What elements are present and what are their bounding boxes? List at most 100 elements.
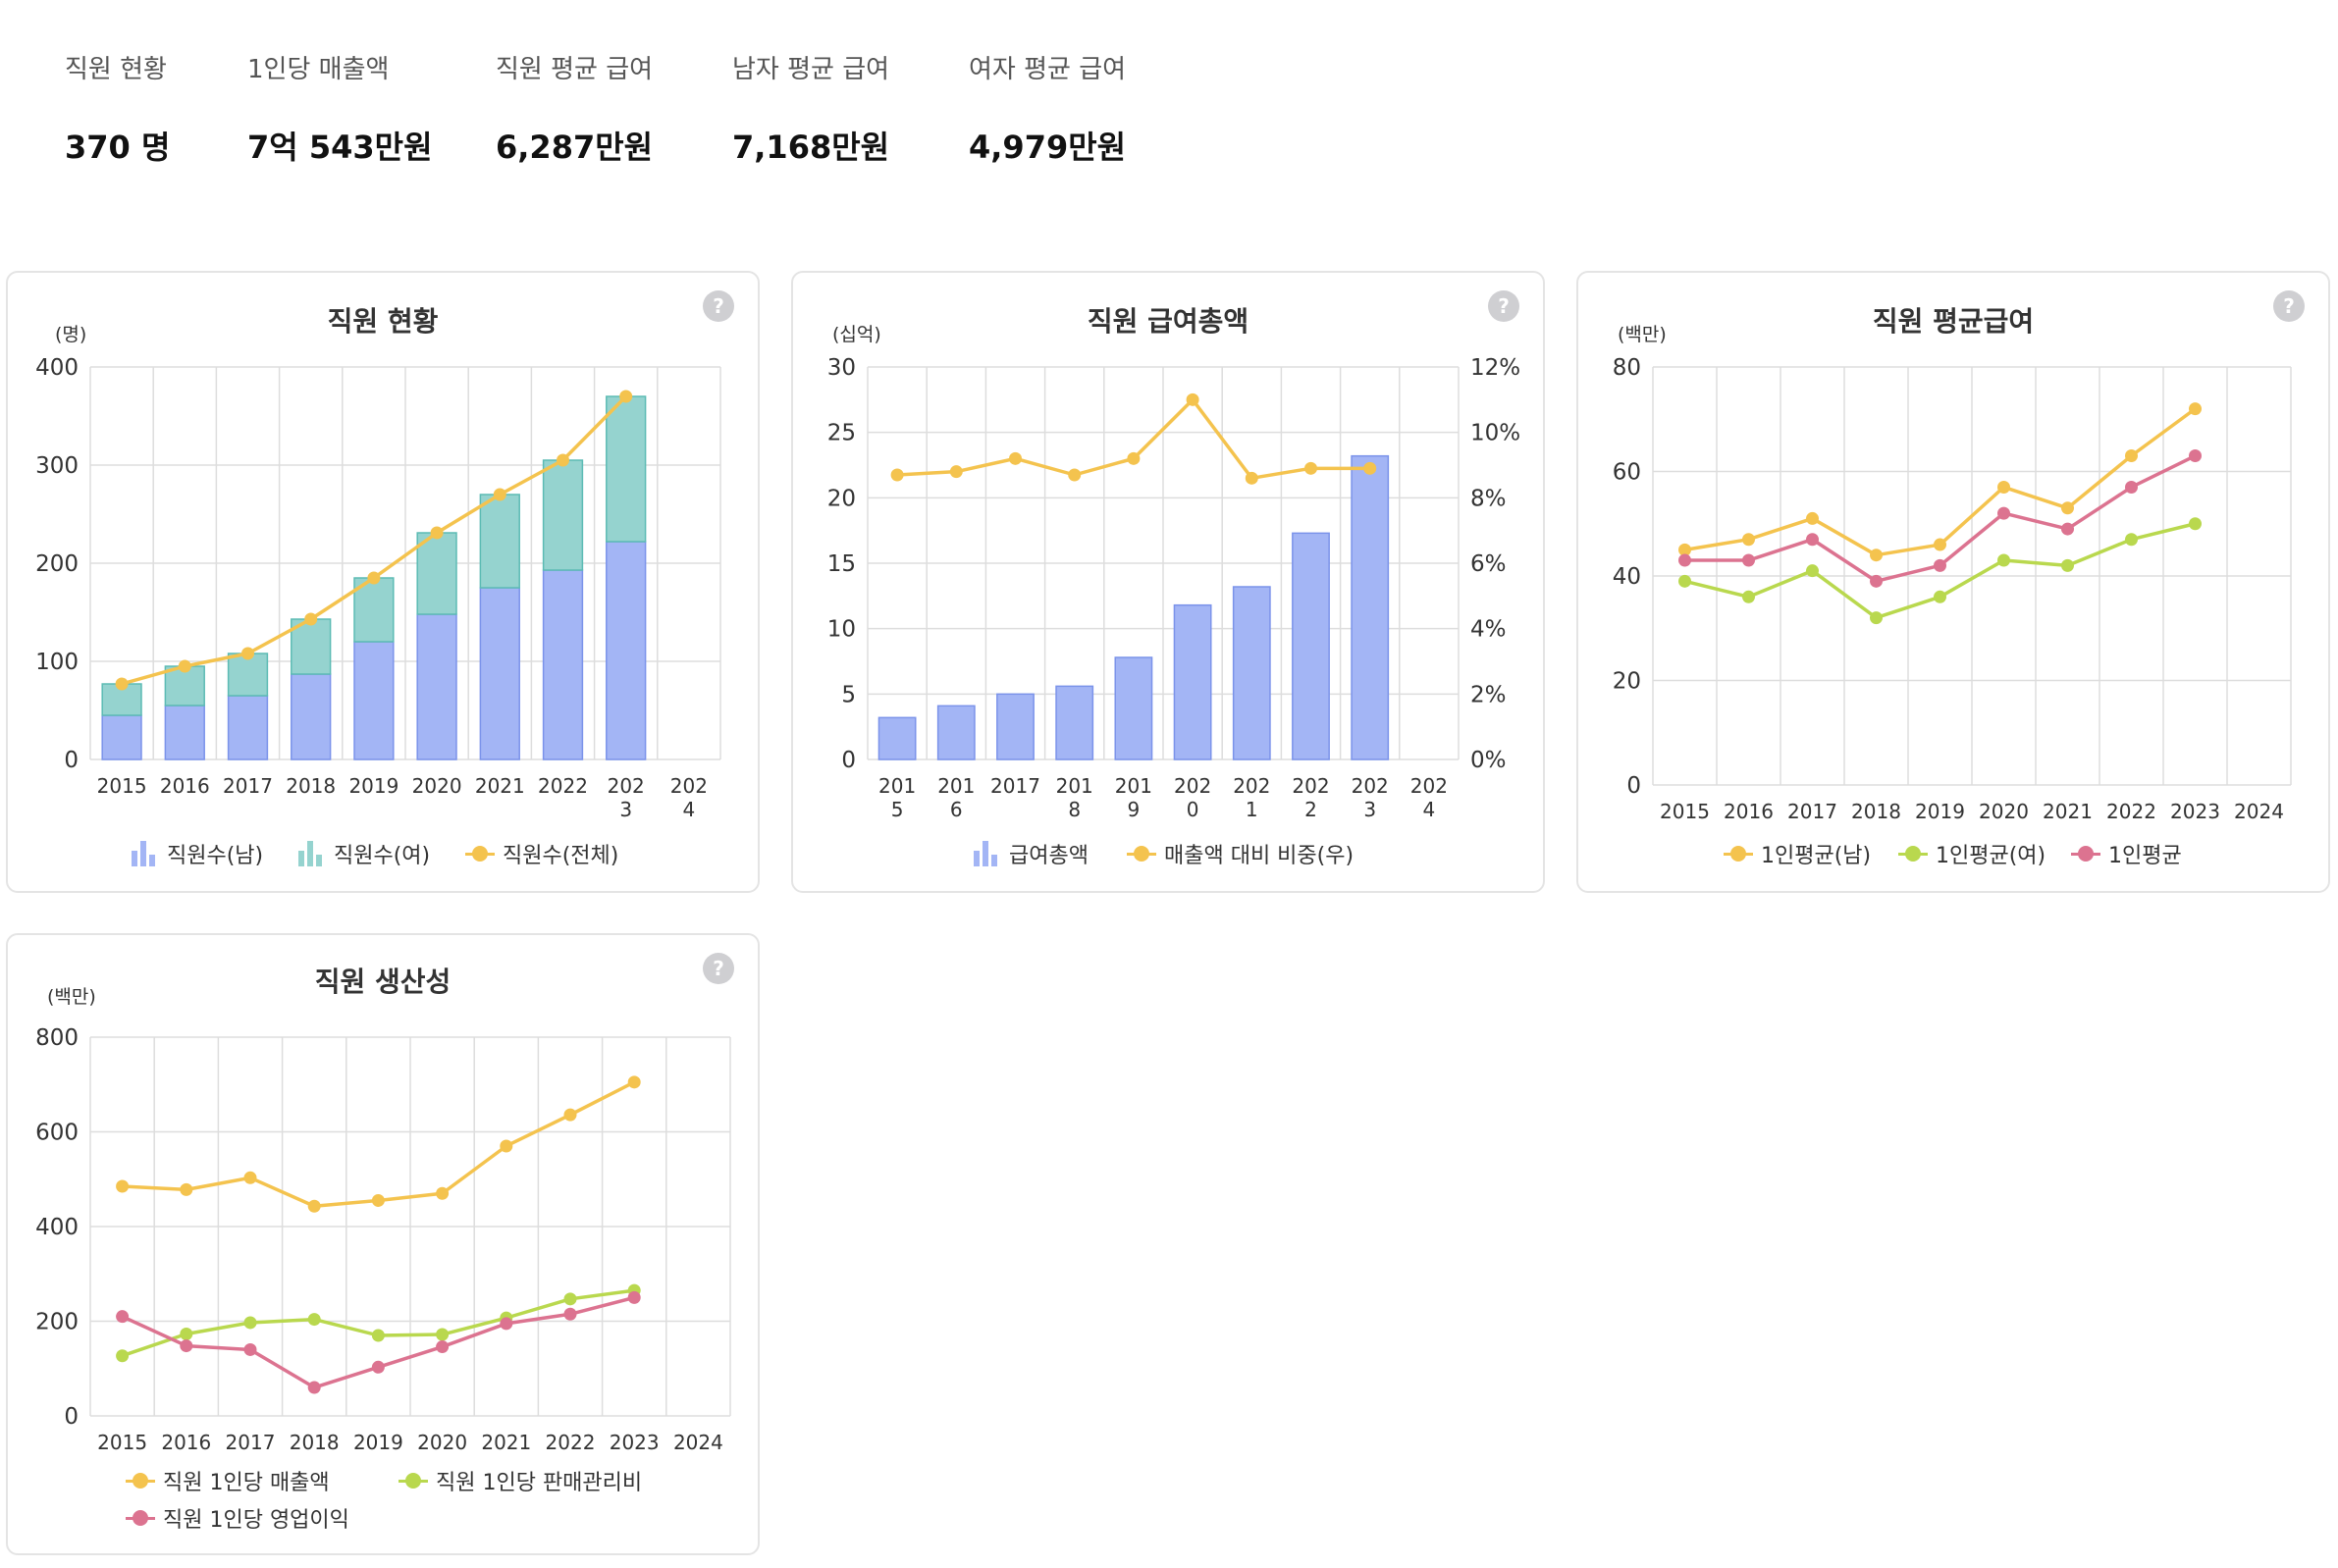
help-icon[interactable]: ? (1488, 290, 1519, 322)
stat-value: 4,979만원 (969, 129, 1127, 166)
data-point (1304, 461, 1317, 475)
series-line (897, 397, 1370, 481)
legend-label: 1인평균(여) (1936, 844, 2046, 868)
y2-tick-label: 10% (1470, 421, 1520, 446)
y-tick-label: 25 (827, 421, 856, 446)
x-tick-label: 2021 (475, 774, 525, 798)
bar (877, 716, 917, 760)
bar (1232, 586, 1271, 760)
bar (479, 494, 520, 589)
y-tick-label: 10 (827, 617, 856, 643)
x-tick-label: 2020 (417, 1431, 467, 1454)
line-legend-icon (126, 1508, 155, 1528)
legend-item-op-income-per-employee[interactable]: 직원 1인당 영업이익 (126, 1502, 349, 1534)
data-point (619, 390, 633, 403)
bar (606, 541, 647, 760)
y-tick-label: 0 (64, 1404, 79, 1430)
x-tick-label: 2020 (412, 774, 462, 798)
data-point (1870, 611, 1883, 625)
data-point (180, 1328, 193, 1341)
legend-item-male[interactable]: 직원수(남) (132, 838, 263, 869)
x-tick-label: 2016 (160, 774, 210, 798)
data-point (367, 571, 381, 585)
stat-value: 7억 543만원 (247, 129, 433, 166)
legend-label: 직원 1인당 판매관리비 (436, 1471, 643, 1495)
y-tick-label: 0 (64, 748, 79, 773)
legend-item-total[interactable]: 직원수(전체) (465, 838, 618, 869)
y-axis-unit: (십억) (832, 324, 881, 345)
average-salary-chart: 0 20 40 60 80 2015 2016 2017 2018 2019 2020 2021 202… (1613, 355, 2292, 823)
stat-label: 직원 평균 급여 (496, 55, 654, 84)
y-tick-label: 400 (35, 1215, 79, 1240)
data-point (627, 1075, 641, 1089)
bar (1351, 454, 1390, 760)
legend-item-ratio[interactable]: 매출액 대비 비중(우) (1127, 838, 1354, 869)
data-point (2125, 480, 2138, 494)
y-tick-label: 200 (35, 551, 79, 577)
line-legend-icon (1898, 844, 1928, 863)
data-point (371, 1329, 385, 1342)
data-point (371, 1193, 385, 1207)
help-icon[interactable]: ? (703, 290, 734, 322)
stat-value: 370 명 (65, 129, 171, 166)
data-point (1363, 461, 1377, 475)
legend-item-female-average[interactable]: 1인평균(여) (1898, 838, 2046, 869)
x-tick-label: 2015 (1660, 800, 1710, 823)
legend-item-sga-per-employee[interactable]: 직원 1인당 판매관리비 (399, 1465, 642, 1496)
bar-legend-icon (974, 841, 1001, 866)
data-point (890, 468, 904, 482)
x-tick-label: 2018 (290, 1431, 340, 1454)
line-legend-icon (465, 844, 495, 863)
data-point (1997, 480, 2010, 494)
x-tick-label: 2021 (481, 1431, 531, 1454)
legend-item-revenue-per-employee[interactable]: 직원 1인당 매출액 (126, 1465, 330, 1496)
bar (164, 705, 205, 760)
legend-item-average[interactable]: 1인평균 (2071, 838, 2182, 869)
data-point (1870, 574, 1883, 588)
total-payroll-chart: 0 5 10 15 20 25 30 0% 2% 4% 6% 8% 10% 12% 201 5 201 6 2017… (827, 355, 1520, 821)
help-icon[interactable]: ? (703, 953, 734, 984)
data-point (178, 659, 191, 673)
legend-item-male-average[interactable]: 1인평균(남) (1724, 838, 1871, 869)
legend-label: 직원수(남) (167, 844, 264, 868)
y-tick-label: 15 (827, 551, 856, 577)
legend-item-female[interactable]: 직원수(여) (298, 838, 430, 869)
stat-female-average-salary: 여자 평균 급여 4,979만원 (969, 49, 1126, 168)
data-point (1997, 506, 2010, 520)
bar (542, 459, 584, 571)
bar (1114, 656, 1153, 760)
x-tick-label: 2020 (1979, 800, 2029, 823)
data-point (1742, 533, 1755, 547)
line-legend-icon (2071, 844, 2100, 863)
data-point (1742, 553, 1755, 567)
y2-tick-label: 12% (1470, 355, 1520, 381)
chart-title: 직원 현황 (327, 305, 439, 338)
bar (353, 577, 395, 643)
legend-label: 1인평균 (2108, 844, 2182, 868)
data-point (304, 612, 318, 626)
data-point (2189, 449, 2202, 463)
stat-label: 1인당 매출액 (247, 55, 390, 84)
y-tick-label: 30 (827, 355, 856, 381)
bar (416, 613, 457, 760)
bar (291, 673, 332, 760)
y-tick-label: 80 (1613, 355, 1641, 381)
chart-card-average-salary: 0 20 40 60 80 2015 2016 2017 2018 2019 2020 2021 202… (1576, 271, 2330, 893)
x-tick-label: 2024 (673, 1431, 723, 1454)
y2-tick-label: 4% (1470, 617, 1507, 643)
data-point (1186, 392, 1199, 406)
legend-label: 직원 1인당 매출액 (163, 1471, 330, 1495)
data-point (371, 1360, 385, 1374)
data-point (1678, 543, 1691, 556)
data-point (1997, 553, 2010, 567)
x-tick-label: 2022 (2106, 800, 2156, 823)
help-icon[interactable]: ? (2273, 290, 2305, 322)
data-point (436, 1340, 450, 1354)
legend-item-payroll[interactable]: 급여총액 (974, 838, 1089, 869)
stat-revenue-per-employee: 1인당 매출액 7억 543만원 (247, 49, 433, 168)
data-point (307, 1381, 321, 1394)
